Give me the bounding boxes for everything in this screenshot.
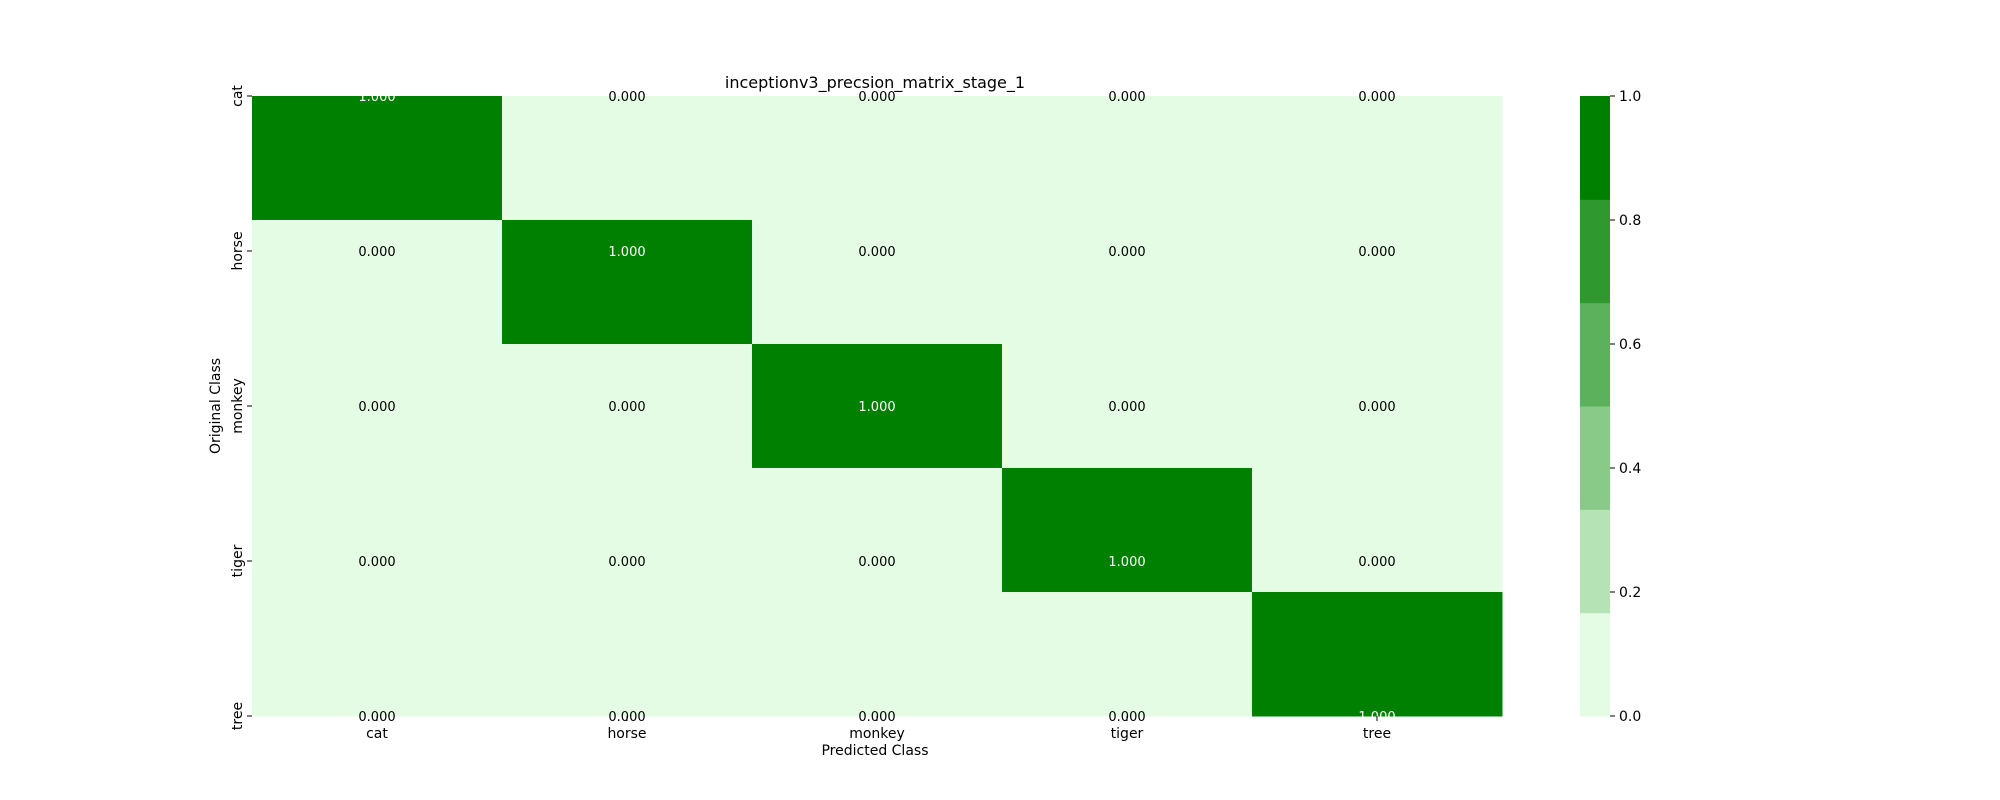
cell-value-label: 0.000 — [608, 90, 645, 105]
heatmap-cell-labels: 1.000 0.000 0.000 0.000 0.000 0.000 1.000 0.000… — [358, 90, 1395, 725]
heatmap-cells — [252, 96, 1503, 717]
cell-value-label: 1.000 — [858, 400, 895, 415]
colorbar-tick-label: 0.2 — [1619, 585, 1641, 601]
heatmap-cell — [752, 344, 1003, 469]
y-axis: cat horse monkey tiger tree — [230, 85, 252, 730]
colorbar-segment — [1580, 612, 1610, 717]
x-tick-label: cat — [366, 726, 388, 742]
cell-value-label: 0.000 — [1108, 400, 1145, 415]
heatmap-cell — [1252, 344, 1503, 469]
cell-value-label: 0.000 — [358, 400, 395, 415]
y-tick-label: tiger — [230, 544, 246, 577]
heatmap-cell — [502, 96, 753, 221]
colorbar: 0.0 0.2 0.4 0.6 0.8 1.0 — [1580, 89, 1641, 725]
cell-value-label: 1.000 — [1108, 555, 1145, 570]
heatmap-cell — [752, 96, 1003, 221]
colorbar-tick-label: 0.4 — [1619, 461, 1641, 477]
heatmap-cell — [1002, 96, 1253, 221]
cell-value-label: 0.000 — [358, 245, 395, 260]
x-tick-label: tree — [1363, 726, 1391, 742]
cell-value-label: 0.000 — [858, 245, 895, 260]
cell-value-label: 1.000 — [608, 245, 645, 260]
y-tick-label: cat — [230, 85, 246, 107]
heatmap-cell — [1252, 592, 1503, 717]
heatmap-cell — [252, 468, 503, 593]
colorbar-segment — [1580, 302, 1610, 407]
y-axis-label: Original Class — [208, 358, 224, 454]
cell-value-label: 0.000 — [608, 555, 645, 570]
colorbar-segment — [1580, 406, 1610, 510]
heatmap-cell — [752, 220, 1003, 345]
x-axis-label: Predicted Class — [821, 743, 928, 759]
colorbar-segment — [1580, 509, 1610, 614]
x-tick-label: tiger — [1111, 726, 1144, 742]
x-tick-label: horse — [607, 726, 646, 742]
heatmap-cell — [252, 220, 503, 345]
heatmap-cell — [502, 592, 753, 717]
heatmap-cell — [1002, 344, 1253, 469]
y-tick-label: monkey — [230, 378, 246, 434]
x-axis: cat horse monkey tiger tree — [366, 716, 1391, 742]
heatmap-cell — [1252, 220, 1503, 345]
cell-value-label: 0.000 — [1358, 245, 1395, 260]
y-tick-label: horse — [230, 231, 246, 270]
heatmap-cell — [1002, 220, 1253, 345]
cell-value-label: 0.000 — [1358, 90, 1395, 105]
colorbar-segment — [1580, 96, 1610, 200]
heatmap-cell — [252, 592, 503, 717]
heatmap-cell — [502, 468, 753, 593]
cell-value-label: 0.000 — [1108, 245, 1145, 260]
chart-title: inceptionv3_precsion_matrix_stage_1 — [725, 73, 1025, 93]
cell-value-label: 0.000 — [1358, 555, 1395, 570]
heatmap-cell — [502, 344, 753, 469]
colorbar-segment — [1580, 199, 1610, 304]
heatmap-cell — [252, 344, 503, 469]
colorbar-tick-label: 0.0 — [1619, 709, 1641, 725]
cell-value-label: 0.000 — [608, 400, 645, 415]
cell-value-label: 0.000 — [1358, 400, 1395, 415]
cell-value-label: 1.000 — [358, 90, 395, 105]
heatmap-cell — [1252, 468, 1503, 593]
heatmap-cell — [1002, 468, 1253, 593]
colorbar-tick-label: 0.6 — [1619, 337, 1641, 353]
cell-value-label: 0.000 — [358, 555, 395, 570]
y-tick-label: tree — [230, 702, 246, 730]
cell-value-label: 0.000 — [858, 90, 895, 105]
colorbar-tick-label: 0.8 — [1619, 213, 1641, 229]
heatmap-cell — [1002, 592, 1253, 717]
heatmap-cell — [752, 468, 1003, 593]
cell-value-label: 0.000 — [858, 555, 895, 570]
cell-value-label: 0.000 — [1108, 90, 1145, 105]
x-tick-label: monkey — [849, 726, 905, 742]
heatmap-cell — [252, 96, 503, 221]
heatmap-cell — [752, 592, 1003, 717]
heatmap-cell — [502, 220, 753, 345]
colorbar-tick-label: 1.0 — [1619, 89, 1641, 105]
heatmap-cell — [1252, 96, 1503, 221]
